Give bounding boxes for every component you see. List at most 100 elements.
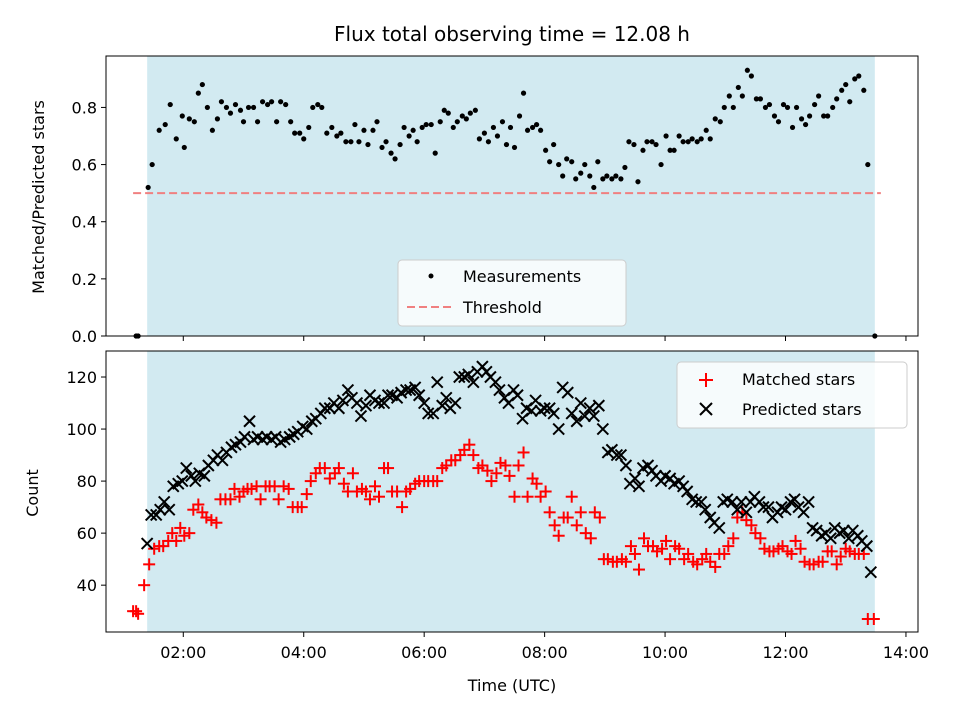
measurement-point	[352, 121, 358, 128]
matched-star-point	[382, 462, 395, 475]
predicted-star-point	[359, 399, 373, 412]
matched-star-point	[481, 464, 494, 477]
matched-star-point	[449, 454, 462, 467]
measurement-point	[156, 127, 162, 133]
measurement-point	[319, 104, 325, 111]
measurement-point	[865, 161, 871, 168]
predicted-star-point	[238, 430, 251, 444]
bottom-y-axis-label: Count	[23, 469, 42, 517]
matched-star-point	[200, 511, 213, 524]
measurement-point	[667, 147, 673, 153]
predicted-star-point	[779, 503, 792, 516]
bottom-y-ticks: 40 60 80 100 120	[66, 368, 106, 595]
measurement-point	[494, 133, 501, 139]
measurement-point	[766, 101, 773, 108]
predicted-star-point	[318, 402, 332, 415]
predicted-star-point	[610, 448, 624, 462]
matched-star-point	[718, 547, 731, 560]
matched-star-point	[637, 532, 650, 545]
measurement-point	[671, 147, 677, 153]
measurement-point	[789, 124, 796, 131]
matched-star-point	[700, 547, 713, 560]
predicted-star-point	[837, 524, 850, 537]
matched-star-point	[673, 542, 686, 555]
matched-star-point	[304, 475, 317, 488]
matched-star-point	[157, 540, 170, 553]
measurement-point	[753, 96, 760, 102]
predicted-star-point	[680, 485, 694, 498]
measurement-point	[181, 144, 187, 151]
predicted-star-point	[440, 391, 453, 405]
measurement-point	[334, 133, 340, 139]
measurement-point	[338, 130, 344, 136]
predicted-star-point	[740, 506, 753, 519]
bottom-legend: Matched stars Predicted stars	[676, 361, 908, 429]
matched-star-point	[660, 534, 673, 547]
predicted-star-point	[453, 370, 466, 384]
measurement-point	[401, 124, 407, 131]
predicted-star-point	[144, 508, 158, 522]
legend-predicted-label: Predicted stars	[742, 400, 862, 419]
measurement-point	[587, 173, 593, 179]
predicted-star-point	[140, 537, 154, 550]
bottom-legend-box	[676, 361, 908, 429]
measurement-point	[538, 127, 544, 133]
matched-star-point	[789, 534, 802, 547]
measurement-point	[560, 173, 566, 179]
matched-star-point	[754, 532, 767, 545]
measurement-point	[365, 141, 371, 148]
matched-star-point	[776, 540, 789, 553]
matched-star-point	[517, 446, 530, 459]
measurement-point	[356, 139, 362, 145]
measurement-point	[173, 136, 179, 142]
predicted-star-point	[570, 415, 583, 428]
matched-star-point	[745, 519, 758, 532]
matched-star-point	[798, 555, 811, 568]
matched-star-point	[143, 558, 156, 571]
matched-star-point	[588, 506, 601, 519]
measurement-point	[454, 119, 460, 125]
xtick-label: 02:00	[160, 643, 206, 662]
bottom-ytick-label: 60	[77, 524, 97, 543]
predicted-star-point	[189, 474, 202, 488]
measurement-point	[707, 136, 713, 142]
matched-star-point	[499, 459, 512, 472]
measurement-point	[223, 104, 230, 111]
top-legend-box	[397, 259, 627, 327]
measurement-point	[195, 90, 201, 96]
predicted-star-point	[421, 407, 435, 420]
measurement-point	[744, 67, 750, 73]
matched-star-point	[183, 527, 196, 540]
measurement-point	[392, 156, 398, 162]
legend-predicted-marker	[699, 402, 713, 416]
matched-star-point	[825, 545, 838, 558]
matched-star-point	[570, 519, 583, 532]
predicted-star-point	[158, 495, 171, 509]
matched-star-point	[601, 553, 614, 566]
measurement-point	[547, 159, 553, 165]
matched-star-point	[561, 511, 574, 524]
matched-star-point	[346, 467, 359, 480]
measurement-point	[680, 139, 686, 145]
predicted-star-point	[552, 422, 565, 436]
matched-star-point	[530, 477, 543, 490]
measurement-point	[274, 119, 280, 125]
predicted-star-point	[525, 404, 538, 418]
matched-star-point	[727, 532, 740, 545]
measurement-point	[406, 133, 412, 139]
measurement-point	[145, 184, 151, 191]
measurement-point	[663, 133, 669, 139]
predicted-star-point	[538, 402, 551, 415]
bottom-axes-frame	[105, 350, 919, 633]
top-panel: 0.00.20.40.60.8 Matched/Predicted stars …	[29, 55, 919, 346]
measurement-point	[821, 113, 827, 119]
xtick-label: 12:00	[762, 643, 808, 662]
measurement-point	[315, 101, 321, 108]
measurement-point	[186, 116, 192, 122]
measurement-point	[329, 124, 335, 131]
measurement-point	[856, 73, 862, 79]
matched-star-point	[552, 529, 565, 542]
measurement-point	[476, 136, 482, 142]
legend-matched-label: Matched stars	[742, 370, 855, 389]
top-ytick-label: 0.8	[72, 98, 97, 117]
